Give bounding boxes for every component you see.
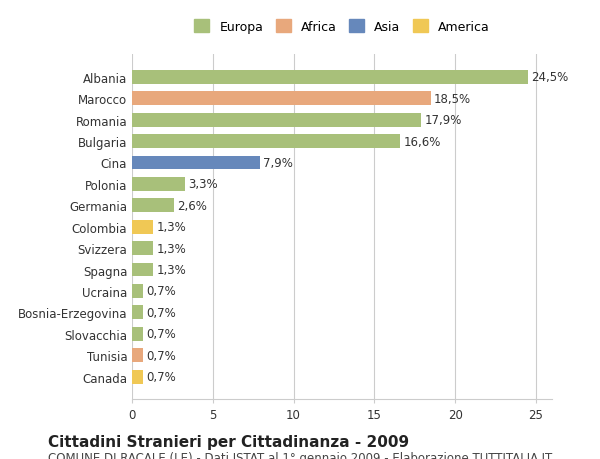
Bar: [132, 348, 143, 362]
Bar: [132, 135, 400, 149]
Text: 0,7%: 0,7%: [146, 285, 176, 298]
Text: 0,7%: 0,7%: [146, 306, 176, 319]
Bar: [132, 370, 143, 384]
Text: 7,9%: 7,9%: [263, 157, 293, 170]
Bar: [132, 327, 143, 341]
Text: COMUNE DI RACALE (LE) - Dati ISTAT al 1° gennaio 2009 - Elaborazione TUTTITALIA.: COMUNE DI RACALE (LE) - Dati ISTAT al 1°…: [48, 451, 552, 459]
Bar: [132, 284, 143, 298]
Text: 1,3%: 1,3%: [156, 221, 186, 234]
Text: 17,9%: 17,9%: [424, 114, 462, 127]
Text: 2,6%: 2,6%: [177, 199, 207, 213]
Text: 1,3%: 1,3%: [156, 242, 186, 255]
Bar: [132, 241, 153, 256]
Text: 0,7%: 0,7%: [146, 349, 176, 362]
Text: 0,7%: 0,7%: [146, 328, 176, 341]
Bar: [132, 199, 174, 213]
Bar: [132, 71, 528, 84]
Text: 3,3%: 3,3%: [188, 178, 218, 191]
Legend: Europa, Africa, Asia, America: Europa, Africa, Asia, America: [191, 17, 493, 38]
Bar: [132, 113, 421, 127]
Text: 16,6%: 16,6%: [403, 135, 441, 148]
Text: 24,5%: 24,5%: [531, 71, 568, 84]
Text: Cittadini Stranieri per Cittadinanza - 2009: Cittadini Stranieri per Cittadinanza - 2…: [48, 434, 409, 449]
Text: 18,5%: 18,5%: [434, 93, 471, 106]
Bar: [132, 306, 143, 319]
Bar: [132, 156, 260, 170]
Bar: [132, 220, 153, 234]
Bar: [132, 92, 431, 106]
Bar: [132, 263, 153, 277]
Text: 0,7%: 0,7%: [146, 370, 176, 383]
Text: 1,3%: 1,3%: [156, 263, 186, 276]
Bar: [132, 178, 185, 191]
